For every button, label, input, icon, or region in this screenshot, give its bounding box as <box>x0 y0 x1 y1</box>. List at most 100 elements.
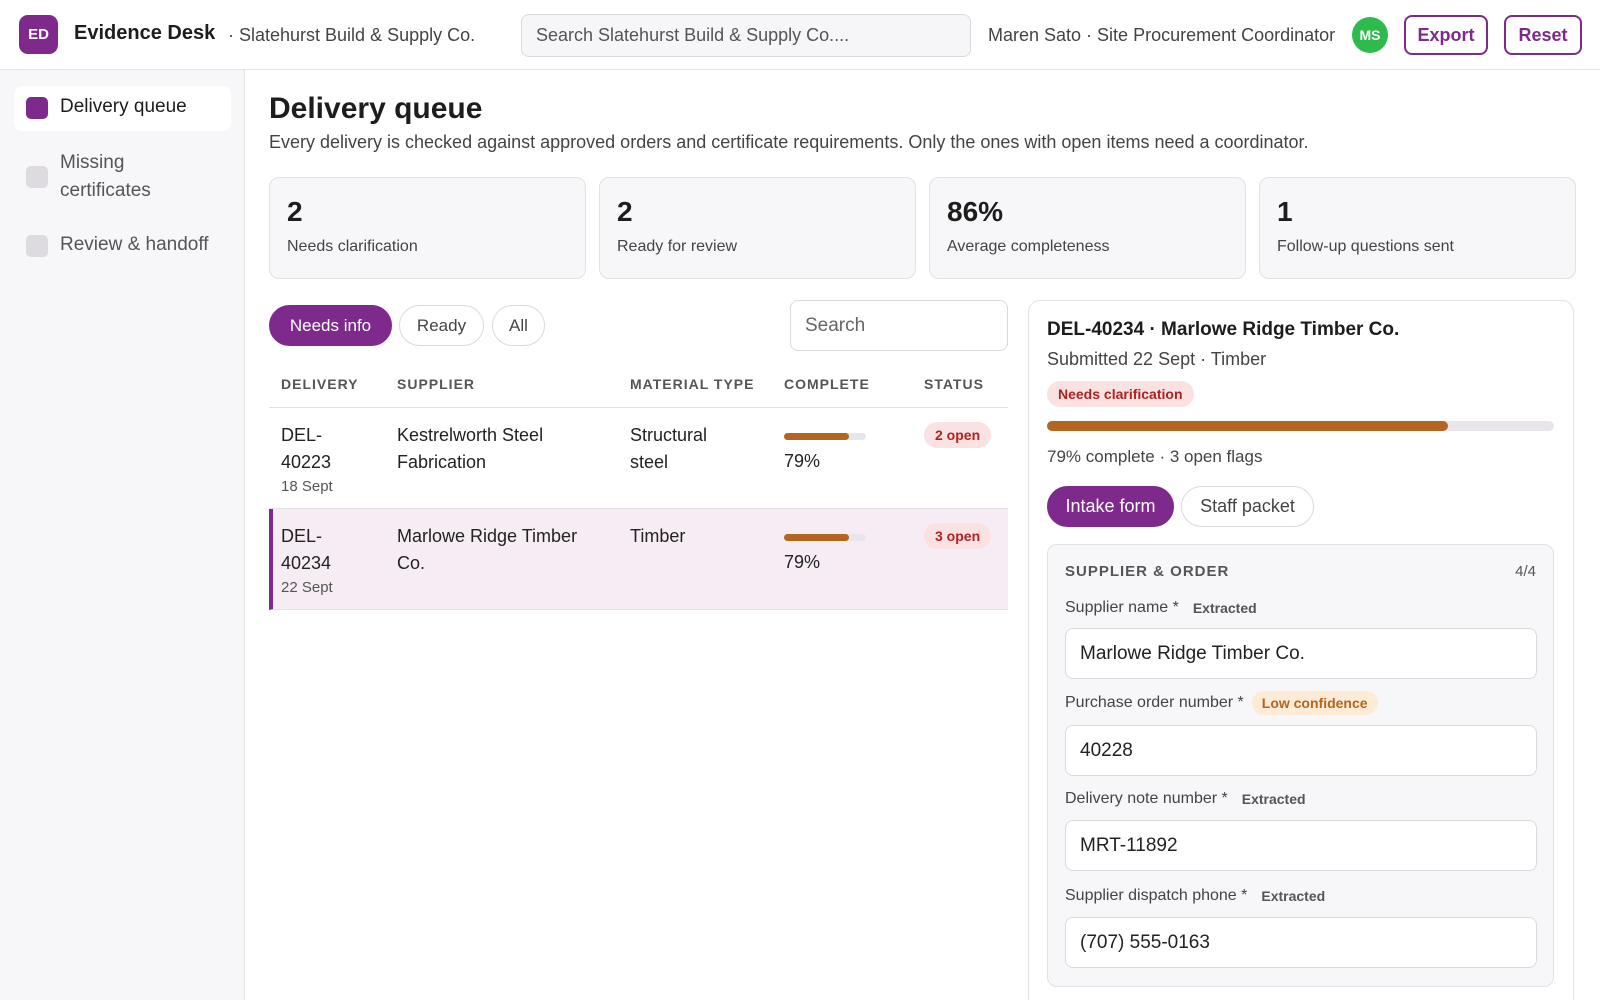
supplier-name-part: Fabrication <box>397 452 487 472</box>
sidebar-item-review-handoff[interactable]: Review & handoff <box>14 224 231 269</box>
stat-card-follow-up-questions: 1 Follow-up questions sent <box>1259 177 1576 279</box>
field-label-text: Purchase order number * <box>1065 694 1244 711</box>
detail-completeness-bar-fill <box>1047 421 1448 431</box>
column-header-status[interactable]: STATUS <box>924 376 984 392</box>
detail-progress-text: 79% complete · 3 open flags <box>1047 447 1263 466</box>
supplier-name-part: Co. <box>397 553 426 573</box>
supplier-name-part: Kestrelworth Steel <box>397 425 544 445</box>
main-content: Delivery queue Every delivery is checked… <box>245 70 1600 1000</box>
stat-label: Follow-up questions sent <box>1277 238 1454 255</box>
status-badge: 2 open <box>924 422 992 448</box>
extracted-tag: Extracted <box>1241 791 1306 807</box>
supplier-name: Marlowe Ridge Timber Co. <box>397 523 577 577</box>
column-header-complete[interactable]: COMPLETE <box>784 376 870 392</box>
delivery-id-part: DEL- <box>281 526 323 546</box>
extracted-tag: Extracted <box>1261 888 1326 904</box>
material-type: Timber <box>630 523 685 550</box>
stat-label: Needs clarification <box>287 238 418 255</box>
app-logo: ED <box>19 15 58 54</box>
user-name: Maren Sato · Site Procurement Coordinato… <box>988 25 1336 45</box>
stat-card-needs-clarification: 2 Needs clarification <box>269 177 586 279</box>
supplier-name: Kestrelworth Steel Fabrication <box>397 422 543 476</box>
filter-needs-info[interactable]: Needs info <box>269 305 392 346</box>
extracted-tag: Extracted <box>1192 600 1257 616</box>
sidebar-item-label: Review & handoff <box>60 234 209 255</box>
field-label-text: Supplier name * <box>1065 599 1179 616</box>
export-button[interactable]: Export <box>1404 15 1488 55</box>
completeness-bar-fill <box>784 433 849 440</box>
sidebar: Delivery queue Missing certificates Revi… <box>0 70 245 1000</box>
organization-name: · Slatehurst Build & Supply Co. <box>228 25 476 45</box>
section-title: SUPPLIER & ORDER <box>1065 563 1230 580</box>
column-header-material-type[interactable]: MATERIAL TYPE <box>630 376 755 392</box>
table-row[interactable]: DEL- 40234 22 Sept Marlowe Ridge Timber … <box>269 509 1008 610</box>
stat-value: 1 <box>1277 196 1293 227</box>
review-handoff-icon <box>26 235 48 257</box>
field-label-delivery-note: Delivery note number * Extracted <box>1065 790 1306 808</box>
material-type: Structural steel <box>630 422 707 476</box>
delivery-note-field[interactable] <box>1065 820 1537 871</box>
stat-value: 2 <box>287 196 303 227</box>
sidebar-item-label: Delivery queue <box>60 96 187 117</box>
delivery-id: DEL- 40223 18 Sept <box>281 422 333 498</box>
filter-ready[interactable]: Ready <box>399 305 484 346</box>
purchase-order-field[interactable] <box>1065 725 1537 776</box>
supplier-name-field[interactable] <box>1065 628 1537 679</box>
column-header-supplier[interactable]: SUPPLIER <box>397 376 476 392</box>
delivery-id-part: 40234 <box>281 553 332 573</box>
delivery-id-part: 40223 <box>281 452 332 472</box>
delivery-id: DEL- 40234 22 Sept <box>281 523 333 599</box>
low-confidence-tag: Low confidence <box>1251 691 1378 715</box>
stat-label: Ready for review <box>617 238 738 255</box>
completeness-value: 79% <box>784 552 821 572</box>
stat-value: 2 <box>617 196 633 227</box>
top-bar: ED Evidence Desk · Slatehurst Build & Su… <box>0 0 1600 70</box>
detail-subtitle: Submitted 22 Sept · Timber <box>1047 349 1267 369</box>
completeness-value: 79% <box>784 451 821 471</box>
missing-certificates-icon <box>26 166 48 188</box>
delivery-date: 18 Sept <box>281 478 333 495</box>
delivery-id-part: DEL- <box>281 425 323 445</box>
section-count: 4/4 <box>1515 563 1536 580</box>
field-label-text: Supplier dispatch phone * <box>1065 887 1248 904</box>
delivery-search-input[interactable] <box>790 300 1008 351</box>
filter-all[interactable]: All <box>492 305 545 346</box>
page-subtitle: Every delivery is checked against approv… <box>269 132 1309 152</box>
reset-button[interactable]: Reset <box>1504 15 1582 55</box>
stat-card-ready-for-review: 2 Ready for review <box>599 177 916 279</box>
detail-title: DEL-40234 · Marlowe Ridge Timber Co. <box>1047 319 1400 340</box>
global-search-input[interactable] <box>521 14 971 57</box>
tab-staff-packet[interactable]: Staff packet <box>1181 486 1314 527</box>
completeness-bar <box>784 433 866 440</box>
supplier-name-part: Marlowe Ridge Timber <box>397 526 578 546</box>
completeness-bar <box>784 534 866 541</box>
app-title: Evidence Desk <box>74 22 216 44</box>
column-header-delivery[interactable]: DELIVERY <box>281 376 359 392</box>
completeness-bar-fill <box>784 534 849 541</box>
stat-card-average-completeness: 86% Average completeness <box>929 177 1246 279</box>
delivery-date: 22 Sept <box>281 579 333 596</box>
sidebar-item-label: Missing certificates <box>60 152 151 201</box>
field-label-purchase-order: Purchase order number * Low confidence <box>1065 691 1378 715</box>
stat-value: 86% <box>947 196 1004 227</box>
dispatch-phone-field[interactable] <box>1065 917 1537 968</box>
avatar[interactable]: MS <box>1352 17 1388 53</box>
sidebar-item-missing-certificates[interactable]: Missing certificates <box>14 142 231 214</box>
status-badge: Needs clarification <box>1047 381 1194 407</box>
sidebar-item-delivery-queue[interactable]: Delivery queue <box>14 86 231 131</box>
table-header: DELIVERY SUPPLIER MATERIAL TYPE COMPLETE… <box>269 360 1008 408</box>
detail-completeness-bar <box>1047 421 1554 431</box>
delivery-table: DELIVERY SUPPLIER MATERIAL TYPE COMPLETE… <box>269 360 1008 610</box>
supplier-order-section: SUPPLIER & ORDER 4/4 Supplier name * Ext… <box>1047 544 1554 987</box>
delivery-queue-icon <box>26 97 48 119</box>
material-type-part: Structural <box>630 425 708 445</box>
material-type-part: steel <box>630 452 669 472</box>
field-label-dispatch-phone: Supplier dispatch phone * Extracted <box>1065 887 1325 905</box>
tab-intake-form[interactable]: Intake form <box>1047 486 1174 527</box>
field-label-supplier-name: Supplier name * Extracted <box>1065 599 1257 617</box>
material-type-part: Timber <box>630 526 686 546</box>
status-badge: 3 open <box>924 523 992 549</box>
delivery-detail-panel: DEL-40234 · Marlowe Ridge Timber Co. Sub… <box>1028 300 1574 1000</box>
page-title: Delivery queue <box>269 92 483 125</box>
table-row[interactable]: DEL- 40223 18 Sept Kestrelworth Steel Fa… <box>269 408 1008 509</box>
